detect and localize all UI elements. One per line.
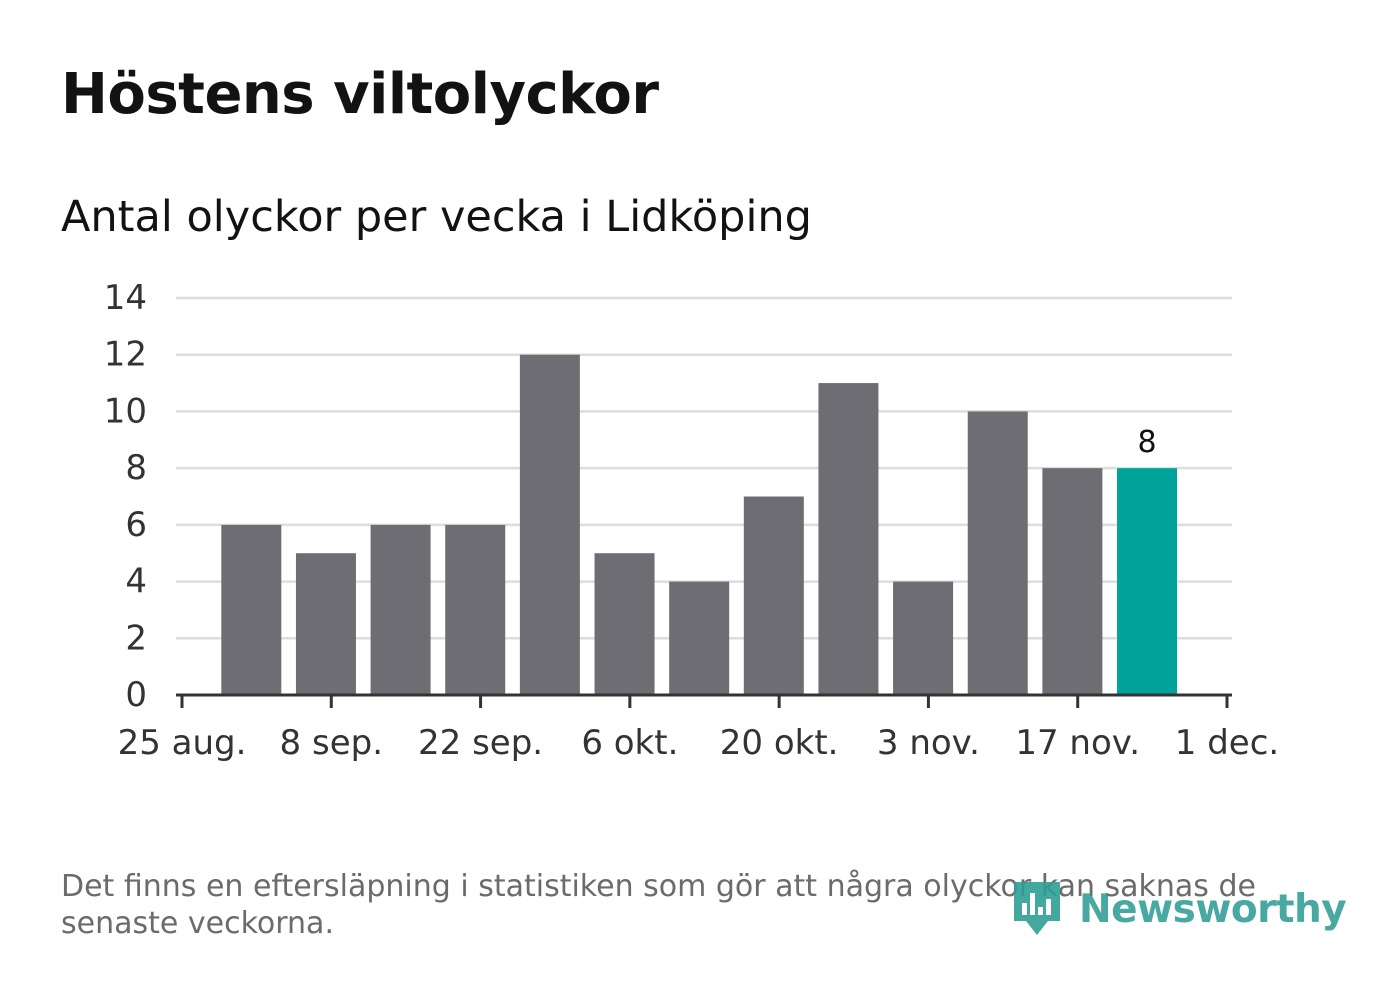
y-tick-label: 12 bbox=[104, 335, 147, 375]
bar bbox=[445, 524, 506, 695]
y-tick-label: 8 bbox=[125, 448, 147, 488]
x-tick-label: 1 dec. bbox=[1175, 723, 1279, 763]
y-tick-label: 14 bbox=[104, 278, 147, 318]
bar bbox=[967, 411, 1028, 695]
x-tick-label: 25 aug. bbox=[118, 723, 247, 763]
y-tick-label: 0 bbox=[125, 675, 147, 715]
y-tick-label: 6 bbox=[125, 505, 147, 545]
bar bbox=[221, 524, 282, 695]
x-tick-label: 3 nov. bbox=[877, 723, 980, 763]
bar bbox=[669, 581, 730, 695]
x-tick-label: 22 sep. bbox=[418, 723, 543, 763]
y-tick-label: 4 bbox=[125, 562, 147, 602]
x-tick-label: 20 okt. bbox=[720, 723, 839, 763]
bar bbox=[594, 553, 655, 695]
chart-subtitle: Antal olyckor per vecka i Lidköping bbox=[61, 192, 812, 242]
bar bbox=[519, 354, 580, 695]
brand-logo: Newsworthy bbox=[1011, 877, 1347, 941]
bar bbox=[818, 383, 879, 695]
x-tick-label: 8 sep. bbox=[280, 723, 383, 763]
bar bbox=[295, 553, 356, 695]
y-tick-label: 10 bbox=[104, 391, 147, 431]
bar-highlight bbox=[1117, 468, 1178, 695]
newsworthy-logo-icon bbox=[1014, 882, 1060, 935]
data-label: 8 bbox=[1137, 425, 1156, 460]
chart-title: Höstens viltolyckor bbox=[61, 62, 659, 127]
x-tick-label: 17 nov. bbox=[1015, 723, 1140, 763]
brand-name: Newsworthy bbox=[1079, 886, 1347, 932]
x-tick-label: 6 okt. bbox=[581, 723, 678, 763]
bar bbox=[1042, 468, 1103, 695]
bar bbox=[893, 581, 954, 695]
y-tick-label: 2 bbox=[125, 618, 147, 658]
bar bbox=[743, 496, 804, 695]
bar bbox=[370, 524, 431, 695]
